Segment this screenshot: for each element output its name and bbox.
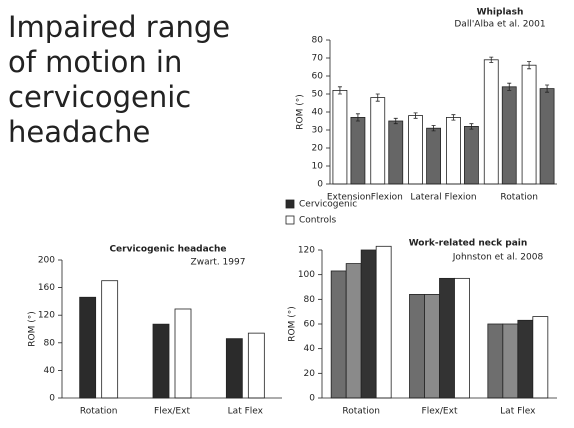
bar [487, 323, 504, 399]
y-tick-label: 0 [317, 180, 323, 190]
y-tick-label: 60 [312, 72, 324, 82]
x-tick-label: Lat Flex [500, 407, 536, 417]
x-tick-label: Rotation [80, 407, 118, 417]
bar [501, 86, 517, 185]
y-tick-label: 120 [38, 311, 55, 321]
bar [370, 97, 386, 185]
error-bar [431, 125, 436, 132]
x-tick-label: Rotation [500, 193, 538, 203]
error-bar [507, 82, 512, 91]
error-bar [413, 112, 418, 119]
x-tick-label: Extension [327, 193, 371, 203]
bar [439, 277, 455, 399]
bar [360, 249, 377, 399]
y-tick-label: 40 [312, 108, 324, 118]
bar [350, 117, 366, 185]
error-bar [393, 117, 398, 125]
bar [532, 316, 549, 399]
slide-title: Impaired range of motion in cervicogenic… [8, 10, 231, 149]
error-bar [545, 84, 550, 93]
chart-title: Whiplash [477, 8, 524, 18]
y-tick-label: 0 [309, 394, 315, 404]
chart-title: Work-related neck pain [409, 239, 528, 249]
y-tick-label: 200 [38, 256, 55, 266]
y-tick-label: 30 [312, 126, 324, 136]
bar [332, 90, 348, 185]
bar [446, 117, 461, 185]
y-axis-label: ROM (°) [28, 311, 38, 347]
legend-label: Cervicogenic [299, 200, 357, 210]
error-bar [489, 56, 494, 63]
bar [539, 88, 555, 185]
x-tick-label: Lat Flex [228, 407, 264, 417]
x-tick-label: Flex/Ext [154, 407, 190, 417]
bar [388, 120, 404, 185]
bar [409, 293, 425, 399]
error-bar [469, 123, 474, 130]
legend-label: Controls [299, 216, 337, 226]
chart-subtitle: Johnston et al. 2008 [452, 253, 544, 263]
bar [345, 263, 362, 399]
y-tick-label: 0 [49, 394, 55, 404]
bar [483, 59, 499, 185]
error-bar [451, 114, 456, 121]
error-bar [355, 113, 360, 122]
bar [330, 270, 347, 399]
bar [517, 319, 534, 399]
bar [225, 338, 243, 399]
y-tick-label: 120 [298, 246, 315, 256]
bar [464, 126, 479, 185]
chart-subtitle: Zwart. 1997 [191, 258, 246, 268]
error-bar [337, 86, 342, 95]
y-tick-label: 20 [304, 369, 316, 379]
bar [502, 323, 519, 399]
error-bar [375, 93, 380, 102]
y-tick-label: 40 [44, 366, 56, 376]
legend-swatch [285, 199, 295, 209]
bar [247, 332, 265, 399]
x-tick-label: Lateral Flexion [410, 193, 476, 203]
bar [424, 293, 440, 399]
bar [408, 115, 423, 185]
y-axis-label: ROM (°) [296, 94, 306, 130]
legend-swatch [285, 215, 295, 225]
error-bar [527, 61, 532, 70]
x-tick-label: Flex/Ext [422, 407, 458, 417]
y-tick-label: 80 [304, 295, 316, 305]
y-tick-label: 80 [312, 36, 324, 46]
y-tick-label: 160 [38, 283, 55, 293]
y-tick-label: 80 [44, 338, 56, 348]
y-tick-label: 40 [304, 344, 316, 354]
chart-subtitle: Dall'Alba et al. 2001 [454, 20, 545, 30]
y-tick-label: 70 [312, 54, 324, 64]
bar [375, 245, 392, 399]
y-tick-label: 20 [312, 144, 324, 154]
bar [79, 296, 97, 399]
y-tick-label: 10 [312, 162, 324, 172]
y-tick-label: 100 [298, 270, 315, 280]
bar [454, 277, 470, 399]
bar [174, 308, 192, 399]
bar [101, 280, 119, 399]
bar [152, 323, 170, 399]
y-tick-label: 50 [312, 90, 324, 100]
chart-title: Cervicogenic headache [109, 245, 226, 255]
bar [521, 64, 537, 185]
x-tick-label: Flexion [371, 193, 403, 203]
bar [426, 127, 441, 185]
x-tick-label: Rotation [342, 407, 380, 417]
y-axis-label: ROM (°) [288, 306, 298, 342]
y-tick-label: 60 [304, 320, 316, 330]
